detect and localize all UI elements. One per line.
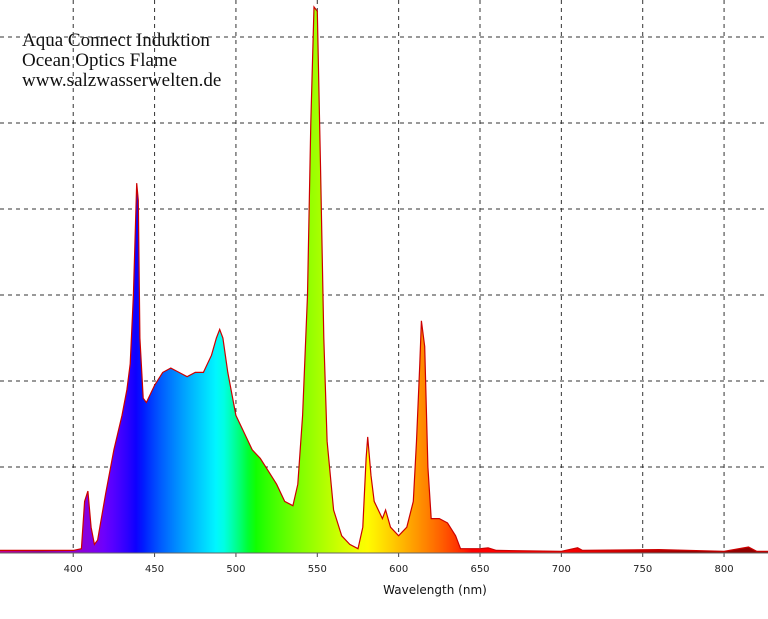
x-tick-label: 800: [715, 564, 734, 575]
title-line: www.salzwasserwelten.de: [22, 70, 221, 91]
x-tick-label: 650: [470, 564, 489, 575]
x-tick-label: 600: [389, 564, 408, 575]
x-tick-label: 500: [226, 564, 245, 575]
x-tick-label: 400: [64, 564, 83, 575]
x-tick-label: 550: [308, 564, 327, 575]
title-line: Aqua Connect Induktion: [22, 30, 210, 51]
title-line: Ocean Optics Flame: [22, 50, 177, 71]
x-tick-label: 700: [552, 564, 571, 575]
spectrum-line: [0, 5, 768, 552]
x-axis-label: Wavelength (nm): [383, 583, 487, 597]
x-tick-label: 450: [145, 564, 164, 575]
spectrum-area: [0, 6, 768, 553]
x-tick-label: 750: [633, 564, 652, 575]
